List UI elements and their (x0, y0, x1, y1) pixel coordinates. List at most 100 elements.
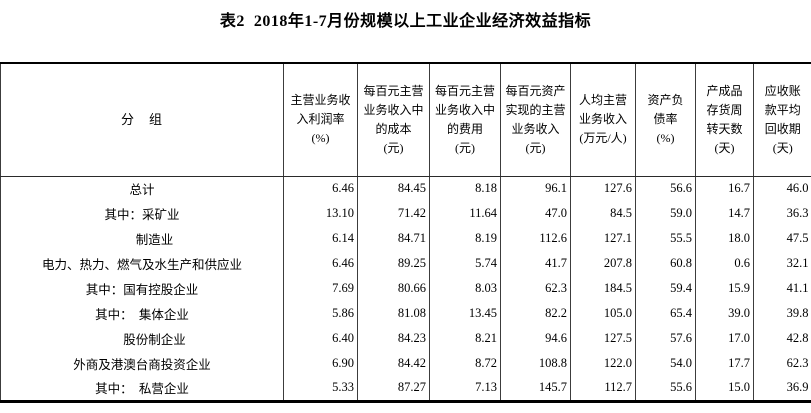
value-cell: 7.13 (429, 376, 501, 401)
table-row: 外商及港澳台商投资企业 6.90 84.42 8.72 108.8 122.0 54.0 17… (0, 351, 811, 376)
column-header: 每百元主营 业务收入中 的成本 (元) (357, 63, 430, 177)
value-cell: 18.0 (695, 226, 754, 251)
value-cell: 108.8 (500, 351, 571, 376)
value-cell: 16.7 (695, 176, 754, 201)
value-cell: 42.8 (753, 326, 811, 351)
value-cell: 6.40 (283, 326, 358, 351)
value-cell: 207.8 (570, 251, 636, 276)
value-cell: 127.5 (570, 326, 636, 351)
row-label: 电力、热力、燃气及水生产和供应业 (0, 251, 284, 276)
value-cell: 71.42 (357, 201, 430, 226)
value-cell: 105.0 (570, 301, 636, 326)
row-label: 其中：采矿业 (0, 201, 284, 226)
value-cell: 8.72 (429, 351, 501, 376)
value-cell: 8.18 (429, 176, 501, 201)
value-cell: 0.6 (695, 251, 754, 276)
value-cell: 6.90 (283, 351, 358, 376)
value-cell: 6.46 (283, 251, 358, 276)
row-label: 股份制企业 (0, 326, 284, 351)
row-label: 其中： 集体企业 (0, 301, 284, 326)
value-cell: 8.19 (429, 226, 501, 251)
table-row: 其中：采矿业 13.10 71.42 11.64 47.0 84.5 59.0 14.7 36.… (0, 201, 811, 226)
value-cell: 36.3 (753, 201, 811, 226)
value-cell: 17.7 (695, 351, 754, 376)
value-cell: 122.0 (570, 351, 636, 376)
economic-indicators-table: 分 组主营业务收 入利润率 (%) 每百元主营 业务收入中 的成本 (元) 每百元主… (0, 62, 811, 403)
value-cell: 13.45 (429, 301, 501, 326)
table-row: 其中： 私营企业 5.33 87.27 7.13 145.7 112.7 55.6 15.0 3… (0, 376, 811, 401)
value-cell: 84.71 (357, 226, 430, 251)
value-cell: 17.0 (695, 326, 754, 351)
table-row: 制造业 6.14 84.71 8.19 112.6 127.1 55.5 18.0 47.5 (0, 226, 811, 251)
row-label: 外商及港澳台商投资企业 (0, 351, 284, 376)
value-cell: 127.1 (570, 226, 636, 251)
table-row: 电力、热力、燃气及水生产和供应业 6.46 89.25 5.74 41.7 207.8 60… (0, 251, 811, 276)
value-cell: 94.6 (500, 326, 571, 351)
column-header: 资产负 债率 (%) (635, 63, 696, 177)
value-cell: 15.9 (695, 276, 754, 301)
value-cell: 84.5 (570, 201, 636, 226)
value-cell: 11.64 (429, 201, 501, 226)
column-header: 产成品 存货周 转天数 (天) (695, 63, 754, 177)
value-cell: 39.8 (753, 301, 811, 326)
column-header: 人均主营 业务收入 (万元/人) (570, 63, 636, 177)
value-cell: 8.21 (429, 326, 501, 351)
value-cell: 145.7 (500, 376, 571, 401)
header-row: 分 组主营业务收 入利润率 (%) 每百元主营 业务收入中 的成本 (元) 每百元主… (0, 63, 811, 177)
value-cell: 55.6 (635, 376, 696, 401)
value-cell: 89.25 (357, 251, 430, 276)
value-cell: 36.9 (753, 376, 811, 401)
value-cell: 54.0 (635, 351, 696, 376)
value-cell: 14.7 (695, 201, 754, 226)
column-header-group: 分 组 (0, 63, 284, 177)
value-cell: 82.2 (500, 301, 571, 326)
value-cell: 84.23 (357, 326, 430, 351)
table-row: 其中：国有控股企业 7.69 80.66 8.03 62.3 184.5 59.4 15.9 4… (0, 276, 811, 301)
row-label: 总计 (0, 176, 284, 201)
value-cell: 59.4 (635, 276, 696, 301)
value-cell: 55.5 (635, 226, 696, 251)
value-cell: 59.0 (635, 201, 696, 226)
value-cell: 127.6 (570, 176, 636, 201)
value-cell: 81.08 (357, 301, 430, 326)
value-cell: 96.1 (500, 176, 571, 201)
table-row: 其中： 集体企业 5.86 81.08 13.45 82.2 105.0 65.4 39.0 3… (0, 301, 811, 326)
value-cell: 32.1 (753, 251, 811, 276)
value-cell: 56.6 (635, 176, 696, 201)
value-cell: 13.10 (283, 201, 358, 226)
value-cell: 39.0 (695, 301, 754, 326)
value-cell: 47.5 (753, 226, 811, 251)
column-header: 应收账 款平均 回收期 (天) (753, 63, 811, 177)
column-header: 每百元主营 业务收入中 的费用 (元) (429, 63, 501, 177)
page-title: 表2 2018年1-7月份规模以上工业企业经济效益指标 (219, 13, 592, 30)
value-cell: 7.69 (283, 276, 358, 301)
row-label: 其中： 私营企业 (0, 376, 284, 401)
table-row: 总计 6.46 84.45 8.18 96.1 127.6 56.6 16.7 46.0 (0, 176, 811, 201)
value-cell: 5.86 (283, 301, 358, 326)
value-cell: 112.7 (570, 376, 636, 401)
value-cell: 80.66 (357, 276, 430, 301)
value-cell: 60.8 (635, 251, 696, 276)
value-cell: 6.14 (283, 226, 358, 251)
value-cell: 5.33 (283, 376, 358, 401)
value-cell: 47.0 (500, 201, 571, 226)
row-label: 其中：国有控股企业 (0, 276, 284, 301)
value-cell: 112.6 (500, 226, 571, 251)
value-cell: 6.46 (283, 176, 358, 201)
value-cell: 5.74 (429, 251, 501, 276)
value-cell: 184.5 (570, 276, 636, 301)
value-cell: 62.3 (500, 276, 571, 301)
value-cell: 87.27 (357, 376, 430, 401)
value-cell: 8.03 (429, 276, 501, 301)
value-cell: 62.3 (753, 351, 811, 376)
row-label: 制造业 (0, 226, 284, 251)
value-cell: 57.6 (635, 326, 696, 351)
value-cell: 46.0 (753, 176, 811, 201)
column-header: 主营业务收 入利润率 (%) (283, 63, 358, 177)
value-cell: 84.42 (357, 351, 430, 376)
table-row: 股份制企业 6.40 84.23 8.21 94.6 127.5 57.6 17.0 42.8 (0, 326, 811, 351)
value-cell: 15.0 (695, 376, 754, 401)
value-cell: 41.7 (500, 251, 571, 276)
value-cell: 84.45 (357, 176, 430, 201)
